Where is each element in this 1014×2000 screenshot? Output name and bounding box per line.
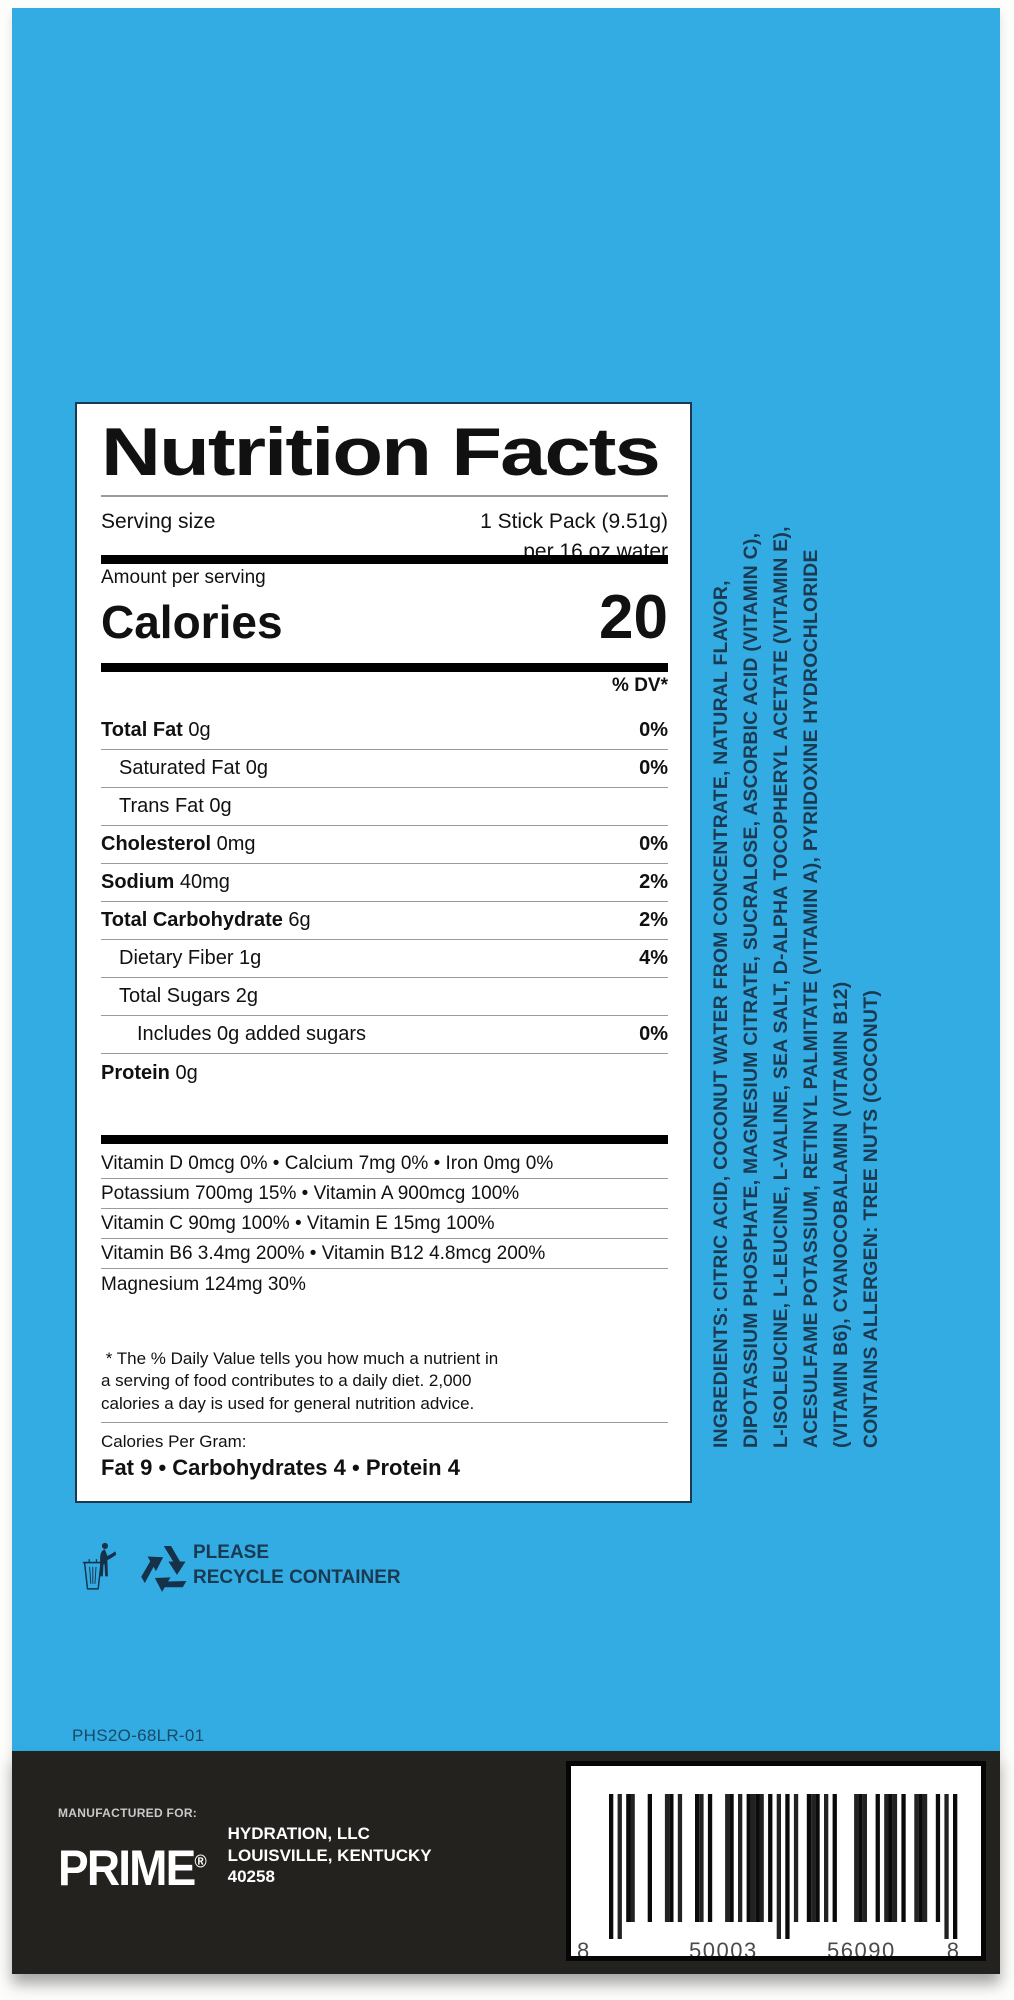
svg-text:8: 8 <box>577 1938 589 1961</box>
svg-text:8: 8 <box>947 1938 959 1961</box>
svg-text:56090: 56090 <box>827 1938 896 1961</box>
svg-text:50003: 50003 <box>689 1938 758 1961</box>
